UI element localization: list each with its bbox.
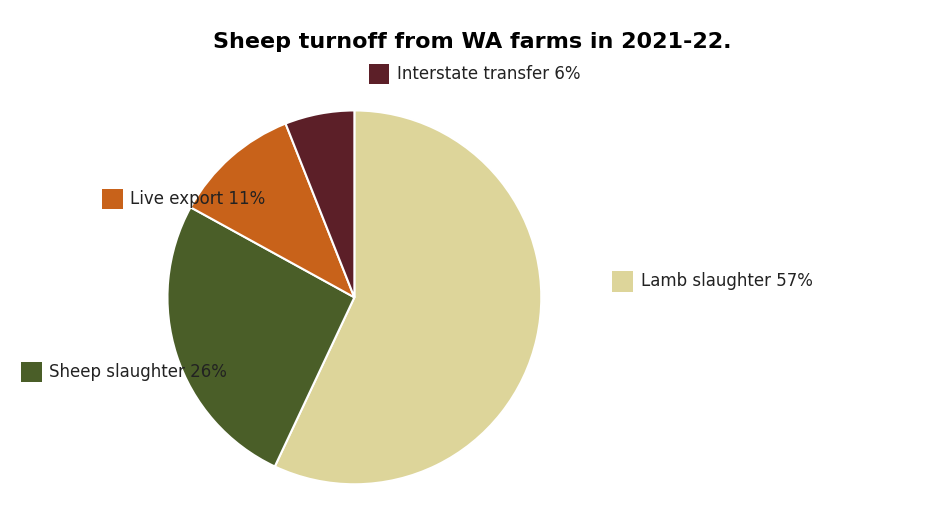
Text: Sheep turnoff from WA farms in 2021-22.: Sheep turnoff from WA farms in 2021-22. — [213, 32, 731, 52]
Wedge shape — [285, 110, 354, 297]
Text: Sheep slaughter 26%: Sheep slaughter 26% — [49, 363, 227, 381]
Text: Interstate transfer 6%: Interstate transfer 6% — [396, 65, 580, 83]
Text: Live export 11%: Live export 11% — [130, 190, 265, 208]
Wedge shape — [167, 207, 354, 466]
Text: Lamb slaughter 57%: Lamb slaughter 57% — [640, 272, 812, 290]
Wedge shape — [191, 124, 354, 297]
Wedge shape — [275, 110, 541, 484]
